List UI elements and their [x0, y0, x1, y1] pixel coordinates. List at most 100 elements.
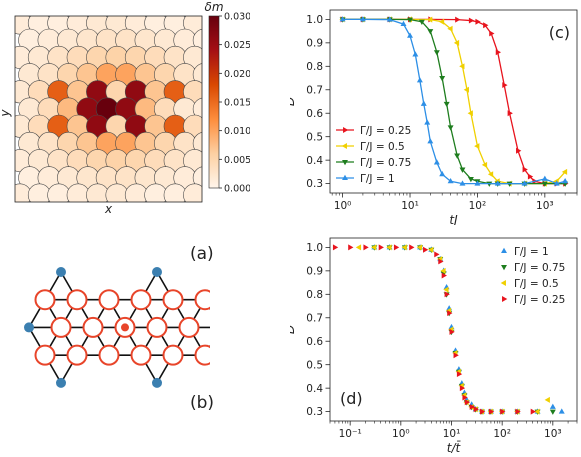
data-point: [378, 244, 384, 251]
data-point: [468, 17, 475, 24]
data-point: [459, 167, 466, 173]
legend-label: Γ/J = 0.25: [360, 125, 411, 137]
colorbar-label: δm: [204, 0, 223, 14]
data-point: [418, 19, 425, 26]
data-point: [407, 32, 413, 38]
disk-layer: [15, 16, 202, 202]
data-point: [447, 125, 454, 131]
colorbar-tick-label: 0.000: [224, 184, 250, 195]
blue-site: [152, 267, 162, 277]
red-ring-site: [162, 289, 184, 311]
data-point: [409, 244, 415, 251]
data-point: [459, 385, 466, 392]
disk: [192, 166, 202, 190]
data-point: [459, 180, 466, 186]
data-point: [416, 77, 423, 83]
red-ring-site: [194, 289, 216, 311]
data-point: [467, 176, 474, 183]
legend-label: Γ/J = 1: [514, 246, 549, 258]
red-ring-site: [98, 344, 120, 366]
data-point: [439, 170, 446, 177]
data-point: [521, 180, 528, 186]
panel-b: [20, 262, 226, 407]
data-point: [456, 371, 463, 378]
x-axis-label: tJ: [449, 213, 458, 225]
data-point: [483, 22, 489, 29]
y-tick-label: 1.0: [306, 242, 323, 254]
y-tick-label: 0.5: [306, 131, 323, 143]
legend-label: Γ/J = 0.5: [360, 141, 405, 153]
data-point: [549, 403, 556, 409]
red-ring-site: [34, 344, 56, 366]
data-point: [462, 394, 468, 401]
x-tick-label: 10¹: [401, 200, 419, 212]
legend-marker: [501, 247, 507, 253]
data-point: [475, 18, 481, 25]
x-tick-label: 10³: [544, 428, 562, 440]
x-tick-label: 10⁰: [334, 200, 352, 212]
y-tick-label: 0.7: [306, 312, 323, 324]
red-ring-site: [66, 289, 88, 311]
panel-label-a: (a): [190, 244, 214, 264]
data-point: [441, 272, 447, 279]
legend-marker: [500, 280, 506, 286]
data-point: [439, 76, 446, 82]
red-ring-site: [66, 344, 88, 366]
y-tick-label: 0.9: [306, 37, 323, 49]
data-point: [455, 16, 461, 23]
y-tick-label: 0.8: [306, 289, 323, 301]
data-point: [502, 82, 508, 89]
y-tick-label: 0.3: [306, 406, 323, 418]
colorbar-tick-label: 0.025: [224, 40, 250, 51]
data-point: [527, 173, 534, 180]
colorbar-tick-label: 0.005: [224, 155, 250, 166]
data-point: [474, 180, 481, 186]
y-tick-label: 0.7: [306, 84, 323, 96]
data-point: [444, 291, 450, 298]
blue-site: [152, 377, 162, 388]
legend-marker: [342, 174, 348, 180]
data-point: [453, 352, 459, 359]
data-point: [420, 100, 427, 106]
colorbar-tick-label: 0.010: [224, 126, 250, 137]
data-point: [489, 30, 495, 37]
data-point: [463, 86, 469, 93]
series-layer: [339, 16, 569, 187]
x-tick-label: 10²: [469, 200, 487, 212]
data-point: [453, 39, 460, 46]
data-point: [541, 175, 548, 181]
panel-label: (c): [549, 23, 570, 42]
red-ring-site: [130, 344, 152, 366]
data-point: [464, 399, 471, 406]
x-tick-label: 10²: [493, 428, 511, 440]
disk: [192, 63, 202, 86]
data-point: [507, 110, 513, 117]
data-point: [438, 258, 444, 265]
colorbar-tick-label: 0.015: [224, 98, 250, 109]
y-axis-label: y: [0, 109, 12, 118]
colorbar-tick-label: 0.020: [224, 69, 250, 80]
data-point: [443, 286, 449, 293]
data-point: [473, 406, 479, 413]
data-point: [467, 110, 473, 117]
red-ring-site: [82, 316, 104, 338]
data-point: [443, 101, 450, 108]
data-point: [400, 20, 407, 27]
panel-c: 10⁰ 10¹ 10² 10³ 0.3 0.4 0.5 0.6 0.7 0.8 0.9 1.0 tJ D Γ…: [283, 0, 581, 227]
y-tick-label: 0.3: [306, 178, 323, 190]
data-point: [549, 409, 556, 415]
red-ring-site: [146, 316, 168, 338]
data-point: [506, 181, 513, 187]
y-tick-label: 0.8: [306, 61, 323, 73]
data-point: [423, 246, 429, 253]
disk: [192, 97, 202, 121]
scatter-chart-d: 10⁻¹ 10⁰ 10¹ 10² 10³ 0.3 0.4 0.5 0.6 0.7 0.8 0.9 1.0…: [283, 237, 578, 455]
disk: [124, 183, 148, 202]
data-point: [424, 119, 431, 125]
data-point: [433, 159, 440, 165]
data-point: [480, 408, 486, 415]
data-point: [459, 63, 465, 70]
legend-marker: [341, 143, 347, 149]
